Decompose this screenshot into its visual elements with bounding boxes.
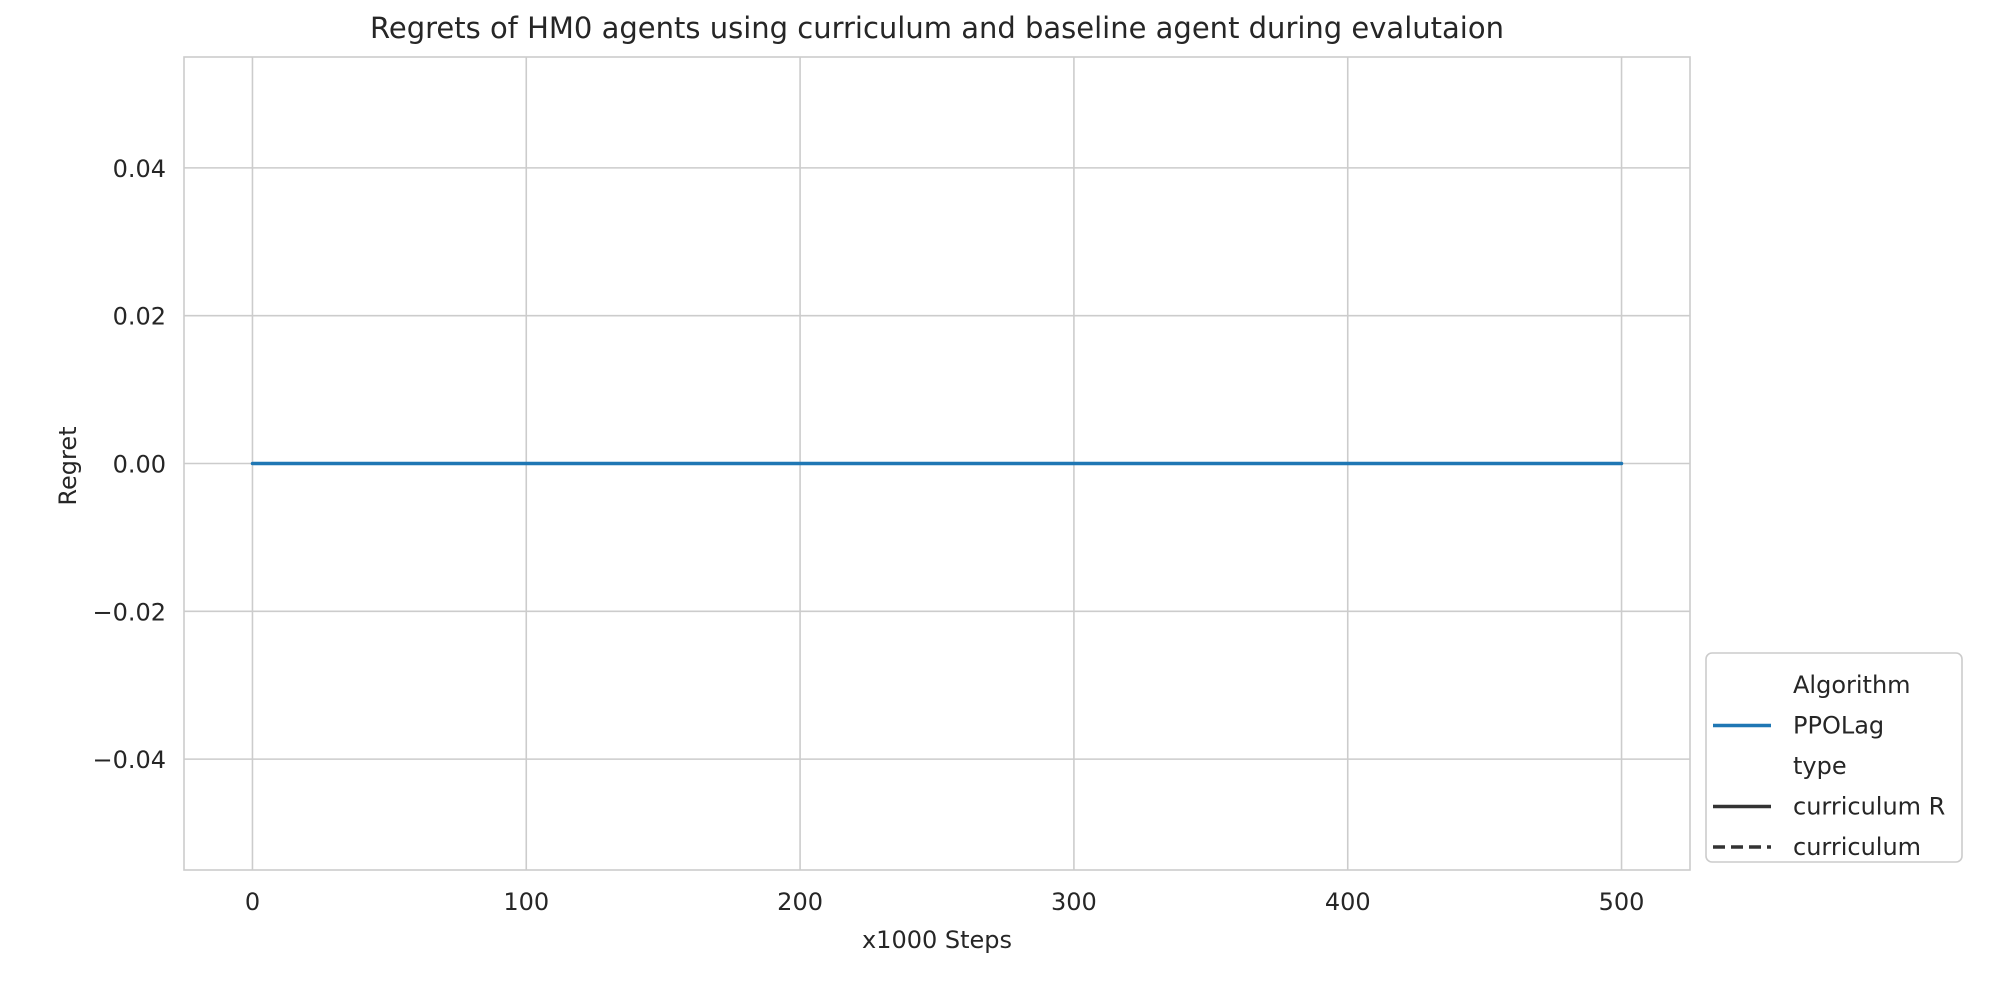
- x-tick-label: 500: [1599, 888, 1645, 916]
- y-tick-label: 0.02: [113, 303, 166, 331]
- y-tick-label: 0.04: [113, 155, 166, 183]
- chart-title: Regrets of HM0 agents using curriculum a…: [370, 11, 1504, 45]
- x-tick-label: 100: [503, 888, 549, 916]
- tick-labels: 0 100 200 300 400 500 −0.04 −0.02 0.00 0.02 0.04: [92, 155, 1644, 916]
- x-tick-label: 200: [777, 888, 823, 916]
- y-tick-label: −0.04: [92, 746, 166, 774]
- x-tick-label: 300: [1051, 888, 1097, 916]
- legend-entry-label: curriculum R: [1793, 793, 1945, 821]
- legend-section-title: Algorithm: [1793, 671, 1911, 699]
- x-tick-label: 400: [1325, 888, 1371, 916]
- y-axis-label: Regret: [54, 426, 82, 505]
- x-axis-label: x1000 Steps: [862, 926, 1012, 954]
- legend-entry-label: curriculum: [1793, 833, 1921, 861]
- legend-section-title: type: [1793, 752, 1847, 780]
- plot-area: [183, 56, 1691, 871]
- legend-box: [1705, 652, 1963, 863]
- legend-entry-label: PPOLag: [1793, 712, 1884, 740]
- y-tick-label: −0.02: [92, 598, 166, 626]
- legend: Algorithm PPOLag type curriculum R curriculu…: [1705, 652, 1963, 863]
- x-tick-label: 0: [245, 888, 260, 916]
- y-tick-label: 0.00: [113, 451, 166, 479]
